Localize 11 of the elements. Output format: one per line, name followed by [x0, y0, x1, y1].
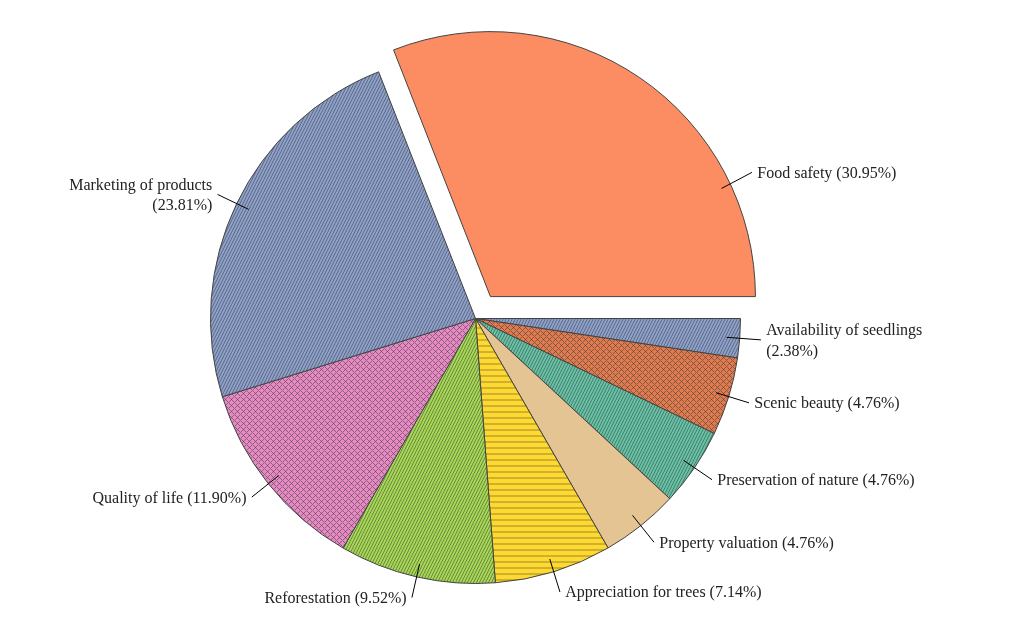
- slice-label: Preservation of nature (4.76%): [717, 471, 915, 490]
- slice-label: Scenic beauty (4.76%): [754, 394, 900, 413]
- slice-label: Property valuation (4.76%): [659, 533, 834, 552]
- data-label: (23.81%): [152, 196, 213, 215]
- slice-label: Appreciation for trees (7.14%): [565, 583, 762, 602]
- slice-label: Food safety (30.95%): [757, 163, 897, 182]
- slice-label: Marketing of products: [69, 175, 213, 194]
- slice-label: Quality of life (11.90%): [92, 488, 247, 507]
- slice-label: Availability of seedlings: [766, 321, 923, 340]
- slice-label: Reforestation (9.52%): [264, 589, 407, 608]
- data-label: (2.38%): [766, 341, 819, 360]
